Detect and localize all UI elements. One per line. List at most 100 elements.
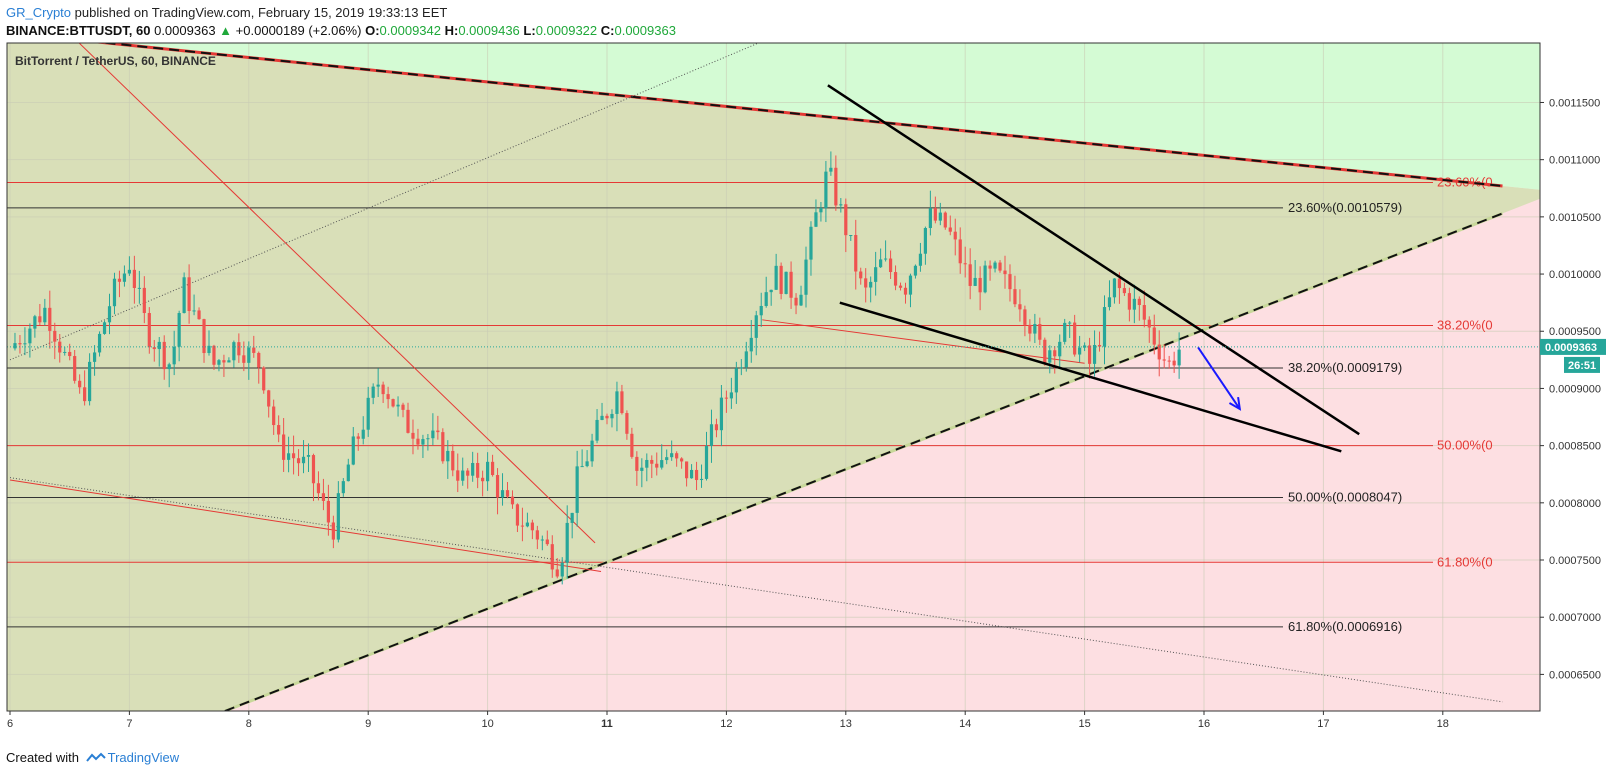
y-tick-label: 0.0006500 [1549,669,1601,681]
candle-body [670,453,674,458]
candle-body [769,289,773,293]
candle-body [257,352,261,368]
y-tick-label: 0.0011500 [1549,97,1600,109]
x-tick-label: 12 [720,718,732,730]
x-tick-label: 7 [126,718,132,730]
candle-body [555,569,559,577]
candle-body [1068,322,1072,324]
candle-body [162,341,166,370]
y-tick-label: 0.0009500 [1549,326,1601,338]
y-tick-label: 0.0011000 [1549,155,1600,167]
candle-body [834,167,838,206]
x-tick-label: 10 [481,718,493,730]
candle-body [232,342,236,361]
candle-body [436,430,440,433]
candle-body [779,265,783,294]
candle-body [505,490,510,497]
upper-trendline-dash [97,43,1503,187]
y-tick-label: 0.0009000 [1549,383,1601,395]
candle-body [1048,350,1052,363]
candle-body [525,522,529,527]
candle-body [311,455,316,484]
fib-black-label: 61.80%(0.0006916) [1288,619,1402,634]
candle-body [157,341,161,350]
candle-body [665,457,669,461]
candle-body [799,294,803,306]
close-label: C: [600,23,615,38]
candle-body [68,351,72,357]
candle-body [809,226,813,260]
candle-body [117,278,122,282]
candle-body [575,466,579,513]
candle-body [431,430,435,439]
tradingview-logo-icon [85,752,106,762]
x-tick-label: 15 [1078,718,1090,730]
candle-body [804,259,808,295]
low-value: 0.0009322 [535,23,598,38]
candle-body [471,462,475,476]
candle-body [560,562,564,577]
candle-body [13,343,17,349]
candle-body [749,337,753,352]
candle-body [719,397,724,431]
candle-body [550,544,554,570]
candle-body [675,453,679,459]
candle-body [1038,324,1042,340]
candle-body [1107,297,1112,308]
candle-body [938,212,942,221]
candle-body [1013,289,1017,305]
candle-body [152,347,156,350]
fib-black-label: 38.20%(0.0009179) [1288,360,1402,375]
candle-body [341,481,345,494]
y-tick-label: 0.0008000 [1549,498,1601,510]
candle-body [306,455,311,457]
candle-body [376,384,380,387]
candle-body [1142,305,1146,320]
candle-body [222,360,226,363]
candle-body [759,305,763,316]
x-tick-label: 17 [1317,718,1329,730]
candle-body [928,208,932,229]
candle-body [983,265,987,293]
candle-body [441,432,445,462]
candle-body [774,265,778,290]
candle-body [301,456,306,464]
candle-body [510,496,515,505]
last-price-badge [1540,338,1606,355]
candle-body [1033,324,1037,334]
candle-body [515,504,520,526]
author-name[interactable]: GR_Crypto [6,5,72,20]
candle-body [262,367,266,391]
tradingview-brand[interactable]: TradingView [107,750,180,765]
candle-body [316,483,321,494]
candle-body [18,343,22,345]
dotted-up-line [9,43,760,361]
candle-body [585,461,589,467]
candle-body [1152,327,1156,345]
candle-body [1162,359,1166,361]
candle-body [819,207,823,213]
candle-body [451,450,455,471]
footer: Created with TradingView [6,750,179,766]
candle-body [1132,298,1136,310]
created-with-text: Created with [6,750,79,765]
candle-body [272,406,276,426]
candle-body [784,271,788,294]
zone-green [7,43,1540,190]
candle-body [58,341,62,353]
candle-body [704,445,709,479]
candle-body [888,258,893,273]
last-price: 0.0009363 [154,23,216,38]
candle-body [1122,288,1126,294]
candle-body [456,470,460,481]
lower-trendline-dash [224,212,1503,711]
zone-olive [7,43,1540,711]
candle-body [107,306,112,323]
high-label: H: [444,23,459,38]
price-change: +0.0000189 (+2.06%) [235,23,362,38]
candle-body [416,438,420,445]
candle-body [869,281,873,288]
candle-body [83,387,87,402]
candle-body [829,167,833,172]
